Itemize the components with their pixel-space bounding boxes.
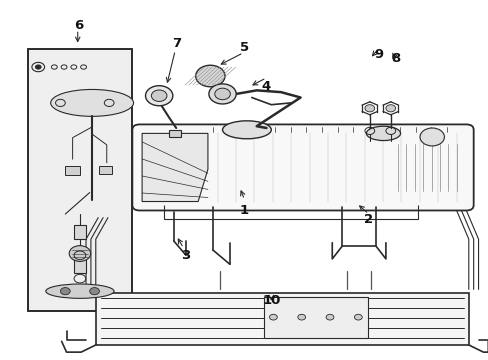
Ellipse shape	[46, 284, 114, 298]
Bar	[168, 130, 181, 137]
Bar	[263, 297, 367, 338]
Bar	[74, 259, 85, 273]
Text: 6: 6	[74, 19, 83, 32]
Circle shape	[385, 105, 395, 112]
Text: 3: 3	[181, 249, 190, 262]
Circle shape	[354, 314, 362, 320]
Text: 8: 8	[390, 51, 400, 64]
Polygon shape	[142, 134, 207, 202]
Ellipse shape	[366, 126, 400, 140]
Circle shape	[208, 84, 236, 104]
Circle shape	[214, 88, 230, 100]
Text: 9: 9	[373, 48, 383, 61]
Circle shape	[269, 314, 277, 320]
FancyBboxPatch shape	[132, 125, 473, 211]
Circle shape	[145, 86, 172, 106]
Bar	[27, 49, 132, 311]
Bar	[27, 49, 132, 311]
Circle shape	[35, 65, 41, 69]
Text: 4: 4	[261, 80, 270, 93]
Bar	[96, 293, 468, 345]
Circle shape	[297, 314, 305, 320]
Circle shape	[151, 90, 166, 102]
Text: 7: 7	[171, 37, 181, 50]
Circle shape	[69, 246, 90, 261]
Ellipse shape	[222, 121, 271, 139]
Text: 1: 1	[240, 204, 248, 217]
Ellipse shape	[51, 89, 133, 116]
Bar	[74, 225, 85, 239]
Text: 2: 2	[364, 213, 373, 226]
Text: 5: 5	[240, 41, 248, 54]
Circle shape	[419, 128, 444, 146]
Circle shape	[61, 288, 70, 295]
Circle shape	[364, 105, 374, 112]
Circle shape	[89, 288, 99, 295]
Bar	[99, 166, 111, 174]
Circle shape	[325, 314, 333, 320]
Bar	[65, 166, 80, 175]
Circle shape	[195, 65, 224, 87]
Text: 10: 10	[262, 294, 280, 307]
